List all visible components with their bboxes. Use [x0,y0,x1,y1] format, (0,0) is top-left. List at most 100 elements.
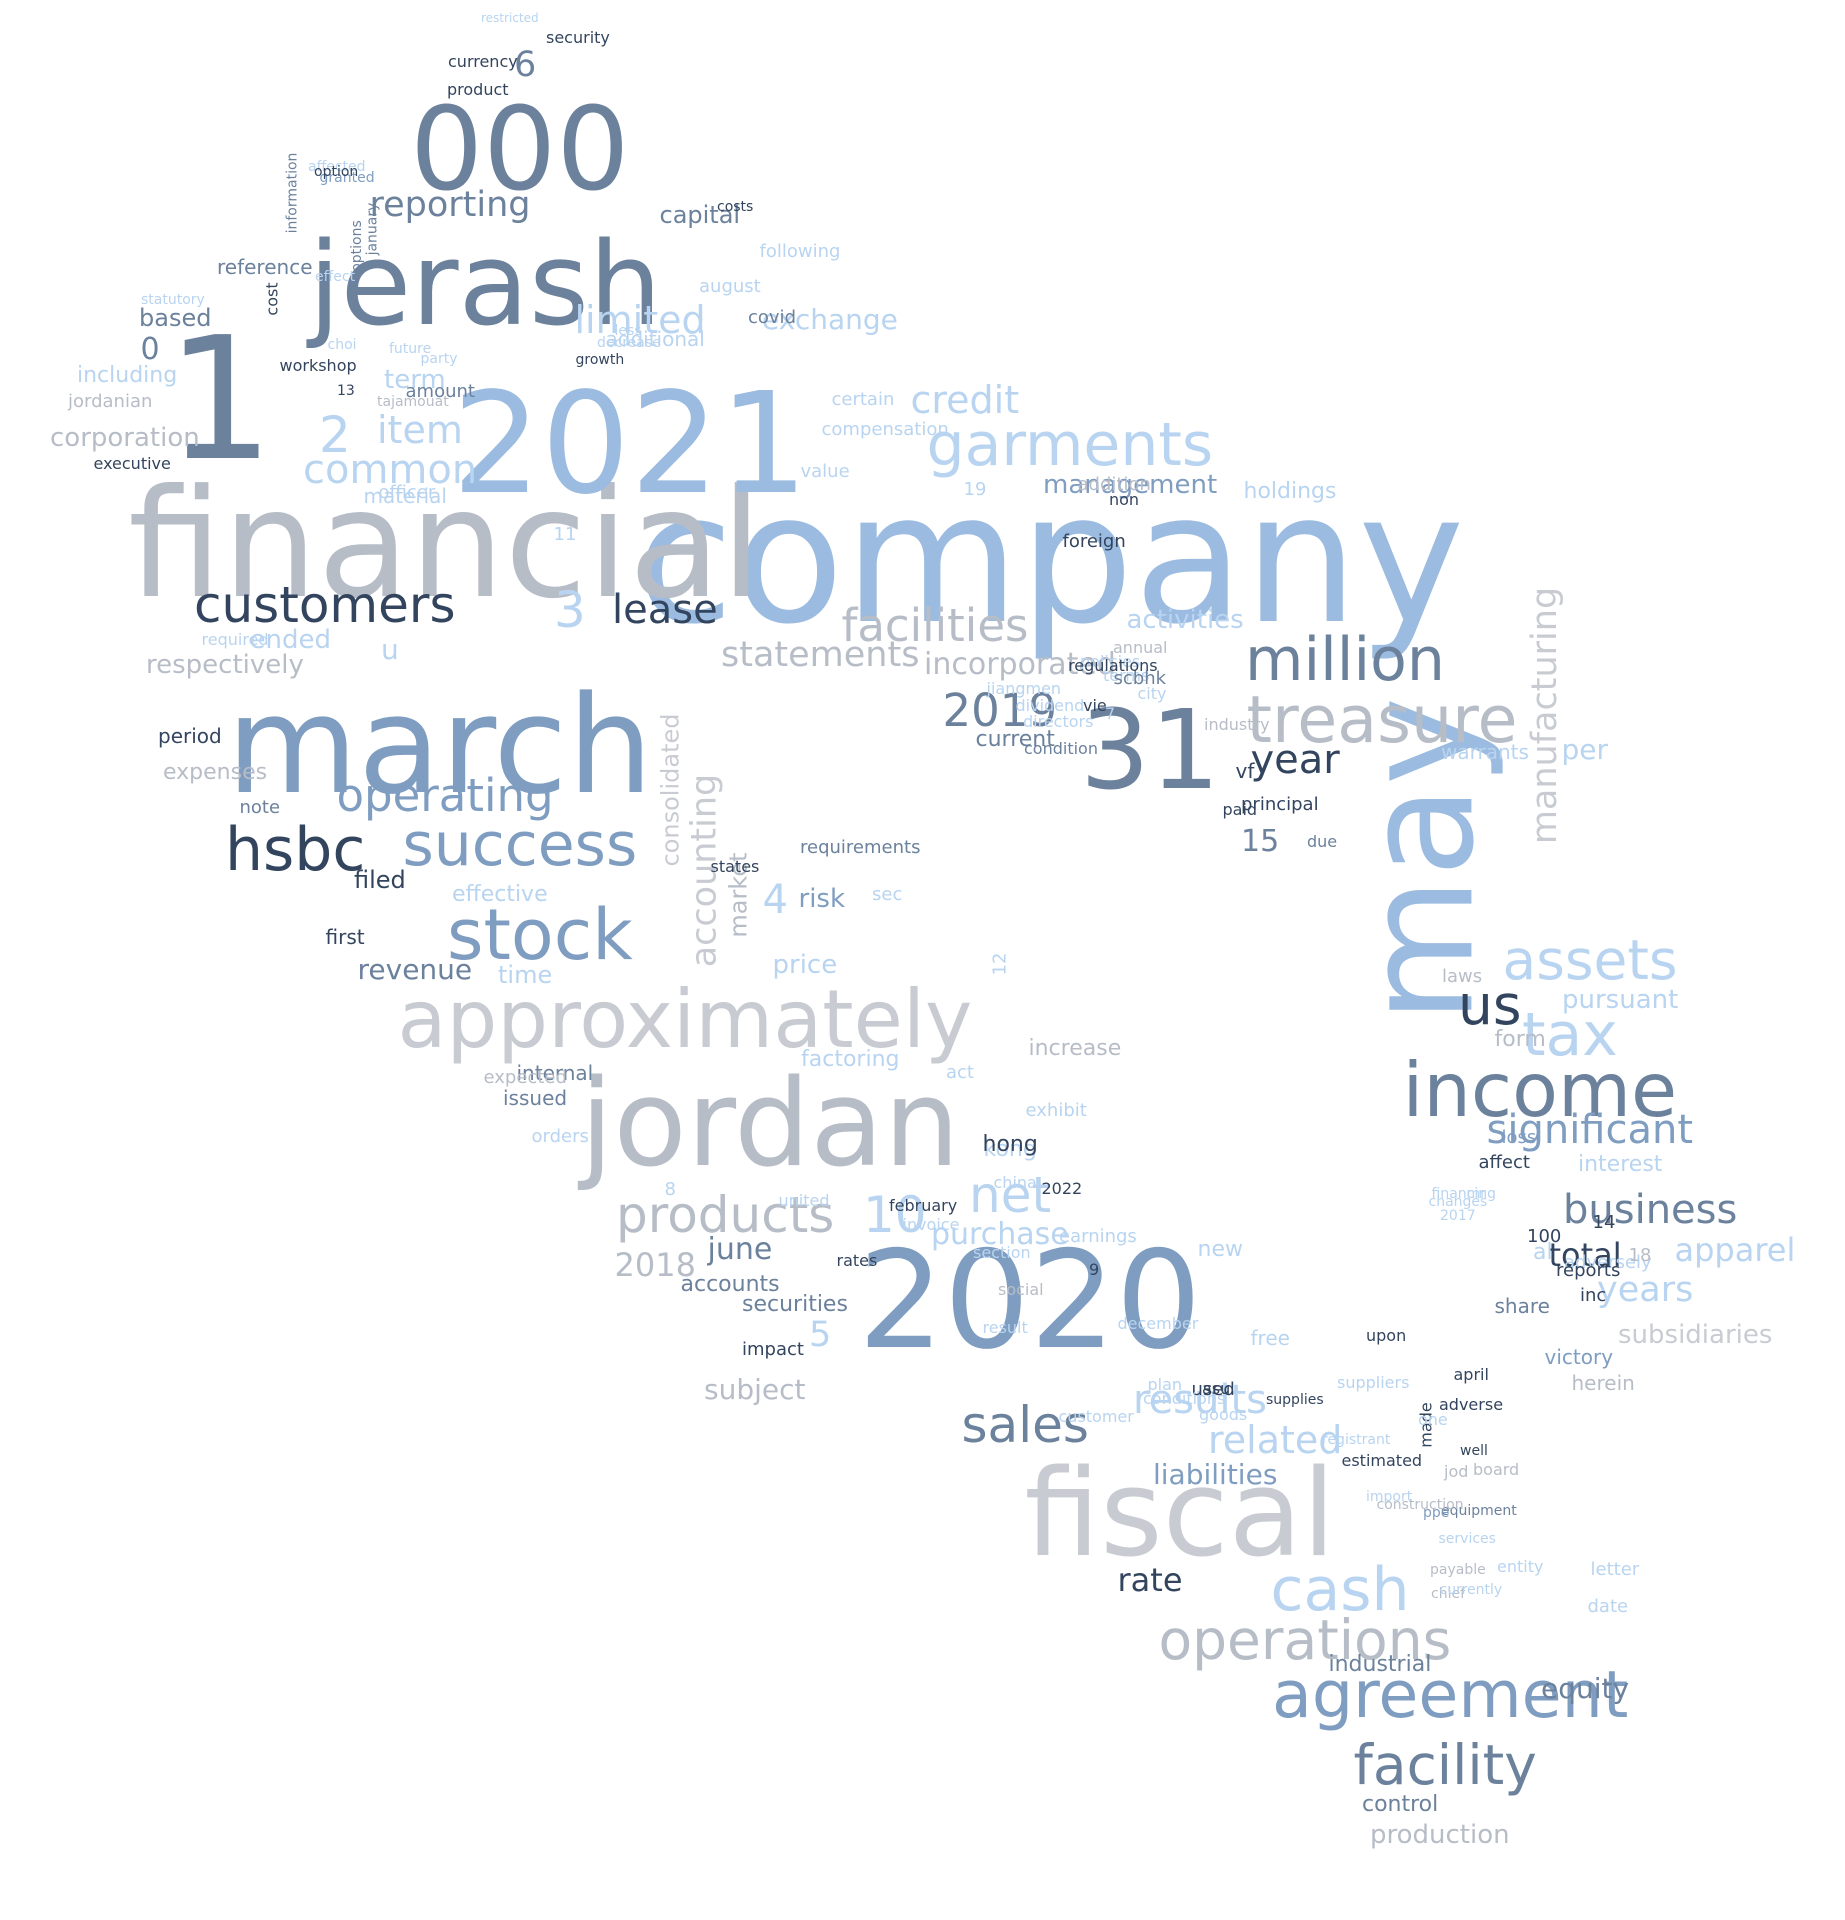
word: changes [1428,1194,1488,1210]
word: new [1197,1237,1243,1262]
word: principal [1241,794,1319,815]
word: fiscal [1024,1445,1336,1584]
word: 2017 [1440,1208,1476,1224]
word: 11 [553,524,577,545]
word: addition [1077,474,1151,495]
word: 18 [1628,1245,1652,1266]
word: financial [128,458,763,632]
word: credit [910,378,1020,422]
word: u [381,633,399,666]
word: apparel [1674,1231,1796,1269]
word: facilities [841,598,1029,652]
word: free [1250,1326,1290,1350]
word: million [1245,625,1445,695]
word: effect [315,269,356,285]
word: effective [452,882,548,907]
word: import [1366,1489,1413,1505]
word: jiangmen [986,679,1062,698]
word: herein [1571,1371,1635,1395]
word: year [1250,737,1340,783]
word: estimated [1341,1451,1423,1470]
word: holdings [1243,479,1337,504]
word: filed [354,866,406,894]
word: agreement [1272,1657,1629,1733]
word: states [710,857,760,876]
word: mr [1466,1186,1486,1202]
word: jordan [580,1055,960,1194]
word: future [389,341,432,357]
word: company [635,455,1465,664]
word: used [1191,1379,1235,1400]
word: victory [1544,1345,1614,1369]
word: value [800,461,850,482]
word: services [1438,1531,1496,1547]
word: including [77,363,178,388]
word: officer [378,482,436,503]
word: currency [448,52,518,71]
word: subject [704,1373,806,1406]
word: 3 [554,581,586,639]
word: limited [574,298,706,342]
word: registrant [1322,1432,1391,1448]
word: customer [1058,1407,1134,1426]
word: stock [447,894,633,976]
word: jod [1444,1462,1469,1481]
word: 2021 [452,363,809,526]
word: orders [531,1126,589,1147]
word: february [889,1196,958,1215]
word: chief [1431,1586,1466,1602]
word: information [283,152,300,234]
word: supplies [1266,1392,1324,1408]
word: liabilities [1153,1458,1278,1491]
word: reference [217,255,313,279]
word: security [546,28,610,47]
word: risk [798,884,846,914]
word: 14 [1592,1212,1616,1233]
word: vf [1235,759,1255,783]
word: internal [516,1061,594,1085]
word: products [616,1186,835,1244]
word: hsbc [225,815,366,885]
word: condition [1024,739,1098,758]
word: executive [93,454,171,473]
word: exchange [762,303,898,336]
word: upon [1366,1326,1407,1345]
word: sec [872,884,903,905]
word: 1 [166,301,275,499]
word: terms [1103,666,1150,685]
word: 10 [863,1186,927,1244]
word: adversely [1564,1252,1652,1273]
word: 6 [514,44,537,85]
word: 7 [1105,704,1116,723]
word: date [1587,1596,1629,1617]
word: growth [575,352,625,368]
word: letter [1590,1559,1640,1580]
word: one [1418,1410,1448,1429]
word: form [1494,1027,1546,1052]
word: loss [1501,1127,1537,1148]
word: revenue [357,953,473,986]
word: note [239,797,281,818]
word: period [158,724,222,748]
word: control [1362,1792,1439,1817]
word: consolidated [655,713,684,867]
word: due [1307,832,1338,851]
word: august [699,276,761,297]
word: december [1117,1314,1199,1333]
word: statements [721,634,920,675]
word: related [1208,1418,1343,1462]
word: invoice [902,1215,960,1234]
word: financing [1431,1186,1497,1202]
word: directors [1023,712,1094,731]
word: activities [1126,605,1244,635]
word: section [973,1243,1031,1262]
word: tax [1522,1000,1618,1070]
word: compensation [821,419,949,440]
word: decrease [597,335,661,351]
word: income [1402,1045,1678,1134]
word: ended [249,625,331,655]
word: options [348,220,365,272]
word: laws [1442,966,1483,987]
word: covid [748,307,796,328]
